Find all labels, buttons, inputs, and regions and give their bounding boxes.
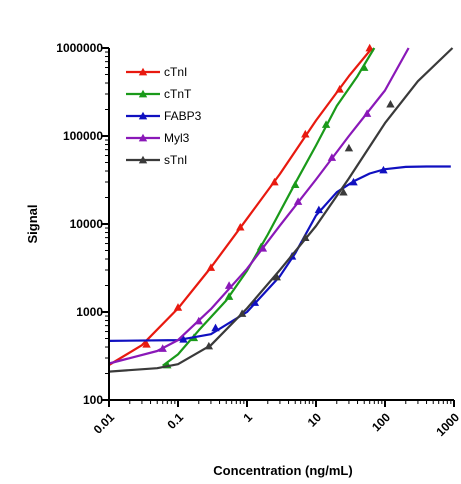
x-tick-label: 1 <box>240 410 255 425</box>
data-point-ctnt <box>224 292 234 300</box>
legend-marker-ctnt <box>138 89 148 98</box>
data-point-myl3 <box>362 109 372 117</box>
legend-label-ctni: cTnI <box>164 65 187 79</box>
y-tick-label: 100000 <box>63 129 103 143</box>
data-point-ctni <box>173 303 183 311</box>
series-layer <box>108 43 454 373</box>
data-point-ctni <box>365 43 374 52</box>
data-point-ctni <box>206 263 216 271</box>
data-point-fabp3 <box>211 323 220 332</box>
legend-marker-ctni <box>138 67 148 76</box>
series-line-stni <box>108 47 454 373</box>
data-point-myl3 <box>258 244 268 252</box>
y-tick-label: 1000000 <box>56 41 103 55</box>
y-tick-label: 100 <box>83 393 103 407</box>
data-point-myl3 <box>224 281 234 289</box>
data-point-ctni <box>236 222 245 231</box>
x-axis-title: Concentration (ng/mL) <box>213 463 352 478</box>
x-tick-label: 0.01 <box>91 410 118 437</box>
data-point-stni <box>344 143 354 152</box>
y-axis-title: Signal <box>25 204 40 243</box>
data-point-stni <box>301 233 310 241</box>
data-point-myl3 <box>293 197 303 205</box>
x-tick-label: 0.1 <box>164 410 186 432</box>
data-point-myl3 <box>158 344 167 352</box>
data-point-ctni <box>335 85 344 93</box>
data-point-ctnt <box>321 120 331 128</box>
data-point-fabp3 <box>179 335 188 343</box>
data-point-ctnt <box>291 180 300 189</box>
data-point-myl3 <box>194 316 203 325</box>
data-point-ctni <box>142 340 151 348</box>
legend-label-ctnt: cTnT <box>164 87 192 101</box>
y-tick-label: 1000 <box>76 305 103 319</box>
series-line-ctni <box>108 47 373 366</box>
legend-label-fabp3: FABP3 <box>164 109 202 123</box>
data-point-fabp3 <box>379 165 388 174</box>
ticks-layer: 100 1000 10000 100000 1000000 0.01 0.1 1 10 100 10… <box>56 41 461 439</box>
data-point-ctni <box>301 129 310 138</box>
legend-label-stni: sTnI <box>164 153 187 167</box>
x-tick-label: 100 <box>369 410 393 434</box>
legend-marker-stni <box>138 155 148 164</box>
data-point-ctni <box>270 177 279 186</box>
data-point-myl3 <box>327 153 337 161</box>
data-point-stni <box>339 187 348 196</box>
series-line-myl3 <box>108 47 410 365</box>
x-tick-label: 10 <box>305 410 325 430</box>
series-line-fabp3 <box>108 165 451 342</box>
data-point-stni <box>386 99 395 108</box>
data-point-stni <box>272 272 281 281</box>
data-point-stni <box>204 341 214 350</box>
data-point-fabp3 <box>314 205 324 214</box>
data-point-ctnt <box>360 63 369 71</box>
x-tick-label: 1000 <box>433 410 461 439</box>
y-tick-label: 10000 <box>70 217 104 231</box>
legend: cTnI cTnT FABP3 Myl3 sTnI <box>126 65 202 167</box>
data-point-fabp3 <box>250 298 260 306</box>
series-line-ctnt <box>162 47 376 367</box>
data-point-stni <box>237 309 247 317</box>
legend-marker-myl3 <box>138 133 148 142</box>
legend-marker-fabp3 <box>138 111 148 120</box>
data-point-fabp3 <box>349 177 358 186</box>
legend-label-myl3: Myl3 <box>164 131 190 145</box>
